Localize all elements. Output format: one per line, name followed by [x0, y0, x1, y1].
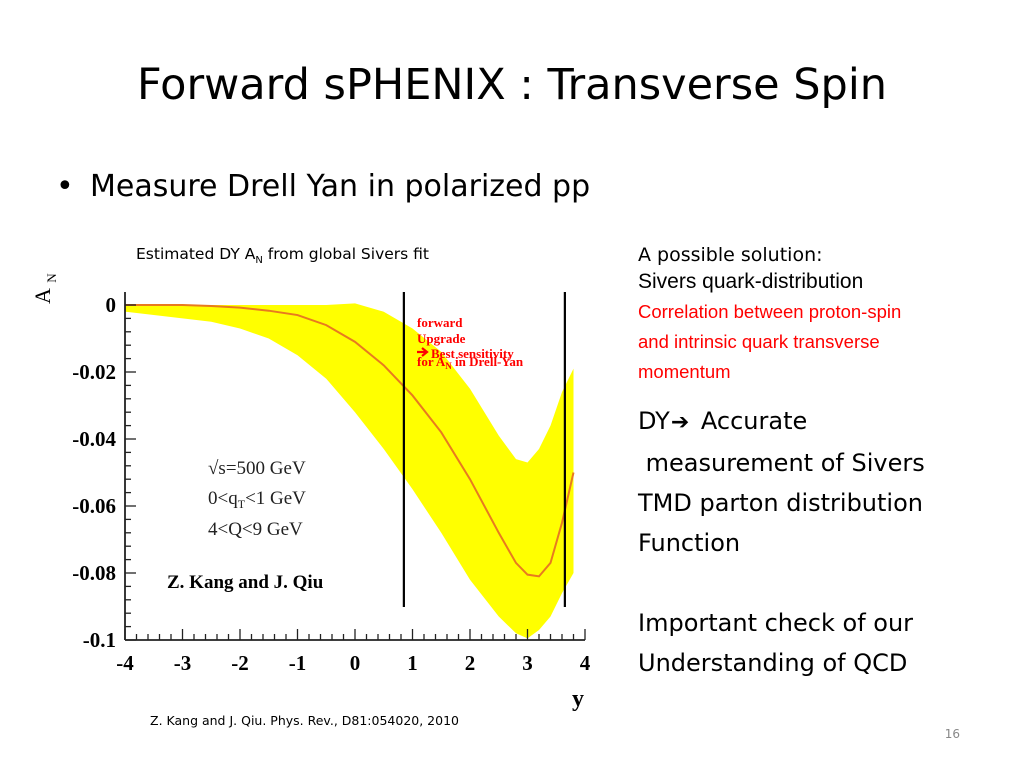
y-axis-label-subscript: N [44, 273, 59, 283]
y-axis-label: A [30, 288, 55, 304]
spacer [638, 387, 1018, 401]
y-tick-label: -0.08 [72, 561, 116, 585]
side-line-1: A possible solution: [638, 244, 823, 266]
figure-caption-sub: N [255, 255, 263, 267]
kinematics-qt: 0<qT<1 GeV [208, 488, 306, 511]
kinematics-text: √s=500 GeV 0<qT<1 GeV 4<Q<9 GeV [208, 458, 306, 540]
figure-caption-pre: Estimated DY A [136, 245, 256, 263]
kinematics-qt-post: <1 GeV [245, 488, 306, 509]
y-tick-label: -0.1 [83, 628, 116, 652]
slide-title: Forward sPHENIX : Transverse Spin [136, 60, 888, 110]
citation: Z. Kang and J. Qiu. Phys. Rev., D81:0540… [150, 713, 459, 728]
bullet-dot: • [56, 169, 74, 204]
kinematics-sqrt-s: √s=500 GeV [208, 458, 306, 479]
spacer [638, 563, 1018, 603]
side-line-2: Sivers quark-distribution [638, 270, 864, 293]
annotation-line-4-post: in Drell-Yan [452, 354, 524, 369]
y-tick-label: -0.04 [72, 427, 116, 451]
central-curve [125, 304, 575, 578]
bullet-item: • Measure Drell Yan in polarized pp [56, 170, 590, 203]
x-tick-label: 3 [522, 651, 533, 675]
x-tick-label: 0 [350, 651, 361, 675]
side-body-3: Function [638, 529, 741, 557]
bullet-text: Measure Drell Yan in polarized pp [90, 169, 591, 204]
x-axis-label: y [572, 686, 584, 712]
kinematics-qt-sub: T [238, 497, 246, 511]
y-tick-label: -0.02 [72, 360, 116, 384]
annotation-line-1: forward [417, 315, 463, 330]
forward-upgrade-annotation: forward Upgrade for AN in Drell-Yan [417, 315, 524, 371]
side-dy-pre: DY [638, 407, 670, 435]
side-red-2: and intrinsic quark transverse [638, 331, 880, 352]
page-number: 16 [944, 727, 960, 741]
annotation-line-4-pre: for A [417, 354, 446, 369]
kinematics-q: 4<Q<9 GeV [208, 519, 303, 540]
kinematics-qt-pre: 0<q [208, 488, 238, 509]
side-important-2: Understanding of QCD [638, 649, 908, 677]
annotation-line-4-sub: N [445, 361, 452, 371]
annotation-line-3: Best sensitivity [431, 346, 514, 361]
x-tick-label: 2 [465, 651, 476, 675]
x-tick-label: -3 [174, 651, 192, 675]
annotation-line-4: for AN in Drell-Yan [417, 354, 524, 371]
figure-credit: Z. Kang and J. Qiu [167, 572, 324, 593]
uncertainty-band [125, 303, 574, 639]
x-tick-label: -2 [231, 651, 249, 675]
x-tick-label: 4 [580, 651, 591, 675]
annotation-arrow-icon [417, 347, 429, 357]
side-red-3: momentum [638, 361, 731, 382]
side-text-column: A possible solution: Sivers quark-distri… [638, 243, 1018, 683]
x-tick-label: -1 [289, 651, 307, 675]
y-tick-label: 0 [106, 293, 117, 317]
annotation-arrow-line: Best sensitivity [417, 346, 514, 361]
side-body-2: TMD parton distribution [638, 489, 923, 517]
x-tick-label: -4 [116, 651, 134, 675]
side-dy-line: DY➔ Accurate [638, 401, 1018, 443]
side-body-1: measurement of Sivers [638, 449, 925, 477]
side-dy-post: Accurate [693, 407, 808, 435]
side-important-1: Important check of our [638, 609, 914, 637]
right-arrow-icon: ➔ [670, 410, 690, 435]
y-tick-label: -0.06 [72, 494, 116, 518]
figure-caption: Estimated DY AN from global Sivers fit [136, 245, 429, 266]
x-tick-label: 1 [407, 651, 418, 675]
figure-caption-post: from global Sivers fit [262, 245, 430, 263]
side-red-1: Correlation between proton-spin [638, 301, 902, 322]
an-vs-y-chart: -4 -3 -2 -1 0 1 2 3 4 0 -0.02 -0.04 -0.06 -0.08 -0.1 A… [30, 273, 591, 712]
annotation-line-2: Upgrade [417, 331, 466, 346]
